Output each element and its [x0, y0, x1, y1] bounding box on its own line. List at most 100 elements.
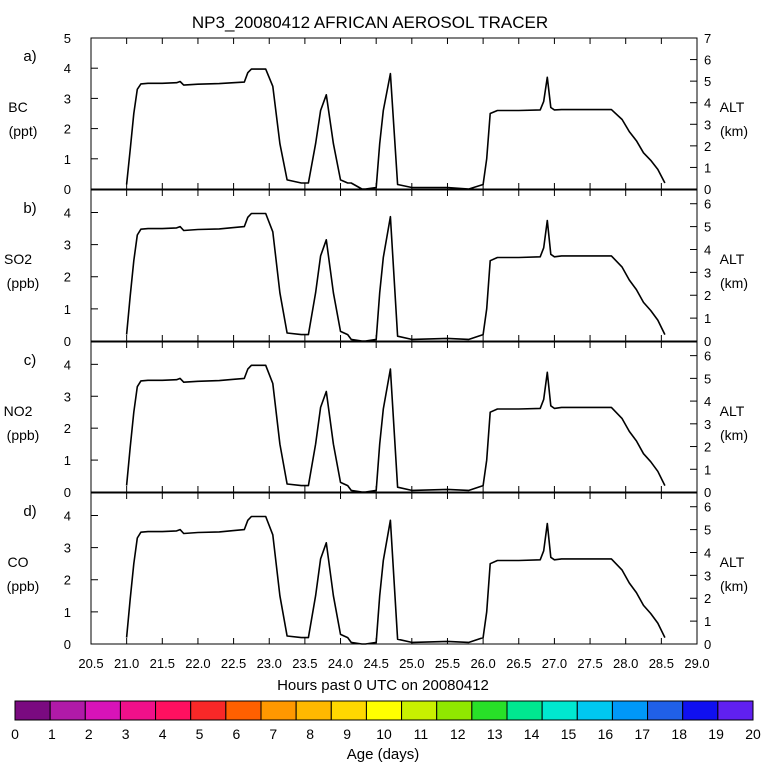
panel-label: b) [23, 200, 36, 217]
right-tick-label: 1 [704, 462, 711, 477]
colorbar-label: Age (days) [347, 746, 420, 763]
colorbar-swatch [295, 700, 332, 721]
x-tick-label: 28.5 [649, 656, 674, 671]
left-tick-label: 0 [64, 182, 71, 197]
right-axis-unit: (km) [720, 578, 748, 594]
right-axis-label: ALT [720, 403, 745, 419]
right-tick-label: 5 [704, 74, 711, 89]
left-tick-label: 0 [64, 637, 71, 652]
left-tick-label: 1 [64, 152, 71, 167]
left-tick-label: 4 [64, 61, 71, 76]
x-tick-label: 25.5 [435, 656, 460, 671]
left-axis-label: NO2 [4, 403, 33, 419]
colorbar-tick-label: 19 [708, 726, 724, 742]
colorbar-swatch [541, 700, 578, 721]
colorbar-tick-label: 12 [450, 726, 466, 742]
x-tick-label: 21.0 [114, 656, 139, 671]
panel-label: c) [24, 352, 37, 369]
colorbar-tick-label: 8 [306, 726, 314, 742]
right-tick-label: 3 [704, 117, 711, 132]
x-tick-label: 26.5 [506, 656, 531, 671]
right-tick-label: 1 [704, 614, 711, 629]
left-tick-label: 1 [64, 302, 71, 317]
left-axis-label: BC [8, 99, 27, 115]
right-axis-label: ALT [720, 554, 745, 570]
right-tick-label: 0 [704, 182, 711, 197]
left-tick-label: 0 [64, 485, 71, 500]
right-tick-label: 0 [704, 334, 711, 349]
right-tick-label: 2 [704, 440, 711, 455]
right-tick-label: 3 [704, 568, 711, 583]
left-tick-label: 3 [64, 238, 71, 253]
series-line [125, 212, 666, 342]
colorbar-swatch [506, 700, 543, 721]
left-tick-label: 1 [64, 453, 71, 468]
left-axis-label: CO [8, 554, 29, 570]
colorbar-tick-label: 1 [48, 726, 56, 742]
right-tick-label: 3 [704, 417, 711, 432]
left-axis-unit: (ppt) [9, 123, 38, 139]
left-tick-label: 2 [64, 270, 71, 285]
x-tick-label: 24.0 [328, 656, 353, 671]
colorbar-swatch [365, 700, 403, 721]
colorbar-tick-label: 16 [598, 726, 614, 742]
panel-frame [90, 37, 698, 190]
x-tick-label: 24.5 [364, 656, 389, 671]
colorbar-swatch [682, 700, 719, 721]
colorbar-swatch [190, 700, 227, 721]
right-tick-label: 2 [704, 139, 711, 154]
left-tick-label: 0 [64, 334, 71, 349]
colorbar-swatch [611, 700, 649, 721]
colorbar-tick-label: 5 [196, 726, 204, 742]
x-tick-label: 29.0 [684, 656, 709, 671]
right-tick-label: 4 [704, 545, 711, 560]
right-tick-label: 2 [704, 591, 711, 606]
colorbar-swatch [576, 700, 613, 721]
x-tick-label: 23.0 [257, 656, 282, 671]
panel-frame [90, 189, 698, 342]
colorbar-tick-label: 0 [11, 726, 19, 742]
x-tick-label: 23.5 [292, 656, 317, 671]
left-tick-label: 2 [64, 421, 71, 436]
right-axis-label: ALT [720, 251, 745, 267]
chart-title: NP3_20080412 AFRICAN AEROSOL TRACER [192, 13, 548, 32]
x-tick-label: 25.0 [399, 656, 424, 671]
left-tick-label: 4 [64, 508, 71, 523]
right-tick-label: 7 [704, 31, 711, 46]
x-axis: 20.5 21.0 21.5 22.0 22.5 23.0 23.5 24.0 24.5 25.0… [78, 656, 709, 671]
left-axis-unit: (ppb) [7, 427, 40, 443]
left-tick-label: 4 [64, 357, 71, 372]
x-tick-label: 26.0 [470, 656, 495, 671]
left-tick-label: 3 [64, 541, 71, 556]
right-tick-label: 3 [704, 265, 711, 280]
colorbar-swatch [436, 700, 473, 721]
series-line [125, 68, 666, 190]
panel-1: a) BC (ppt) ALT (km) 0 1 2 3 4 5 0 1 2 3 4 5 6 7 [8, 31, 748, 197]
colorbar-tick-label: 20 [745, 726, 761, 742]
colorbar-tick-label: 18 [671, 726, 687, 742]
right-axis-label: ALT [720, 99, 745, 115]
colorbar-tick-label: 14 [524, 726, 540, 742]
series-line [125, 364, 666, 493]
colorbar-swatch [647, 700, 684, 721]
colorbar-tick-label: 7 [269, 726, 277, 742]
colorbar-swatch [119, 700, 157, 721]
right-tick-label: 6 [704, 500, 711, 515]
colorbar-swatch [260, 700, 297, 721]
colorbar-swatch [471, 700, 508, 721]
colorbar-swatch [225, 700, 262, 721]
x-tick-label: 20.5 [78, 656, 103, 671]
right-tick-label: 5 [704, 371, 711, 386]
panel-3: c) NO2 (ppb) ALT (km) 0 1 2 3 4 0 1 2 3 4 5 6 [4, 341, 748, 500]
right-tick-label: 1 [704, 311, 711, 326]
panel-frame [90, 341, 698, 493]
colorbar: 0 1 2 3 4 5 6 7 8 9 10 11 12 13 14 15 16 17 18 19 20 [11, 700, 761, 742]
colorbar-swatch [330, 700, 367, 721]
right-tick-label: 5 [704, 523, 711, 538]
left-axis-unit: (ppb) [7, 275, 40, 291]
x-tick-label: 27.5 [577, 656, 602, 671]
colorbar-tick-label: 9 [343, 726, 351, 742]
panel-frame [90, 492, 698, 645]
right-axis-unit: (km) [720, 275, 748, 291]
colorbar-swatch [155, 700, 192, 721]
